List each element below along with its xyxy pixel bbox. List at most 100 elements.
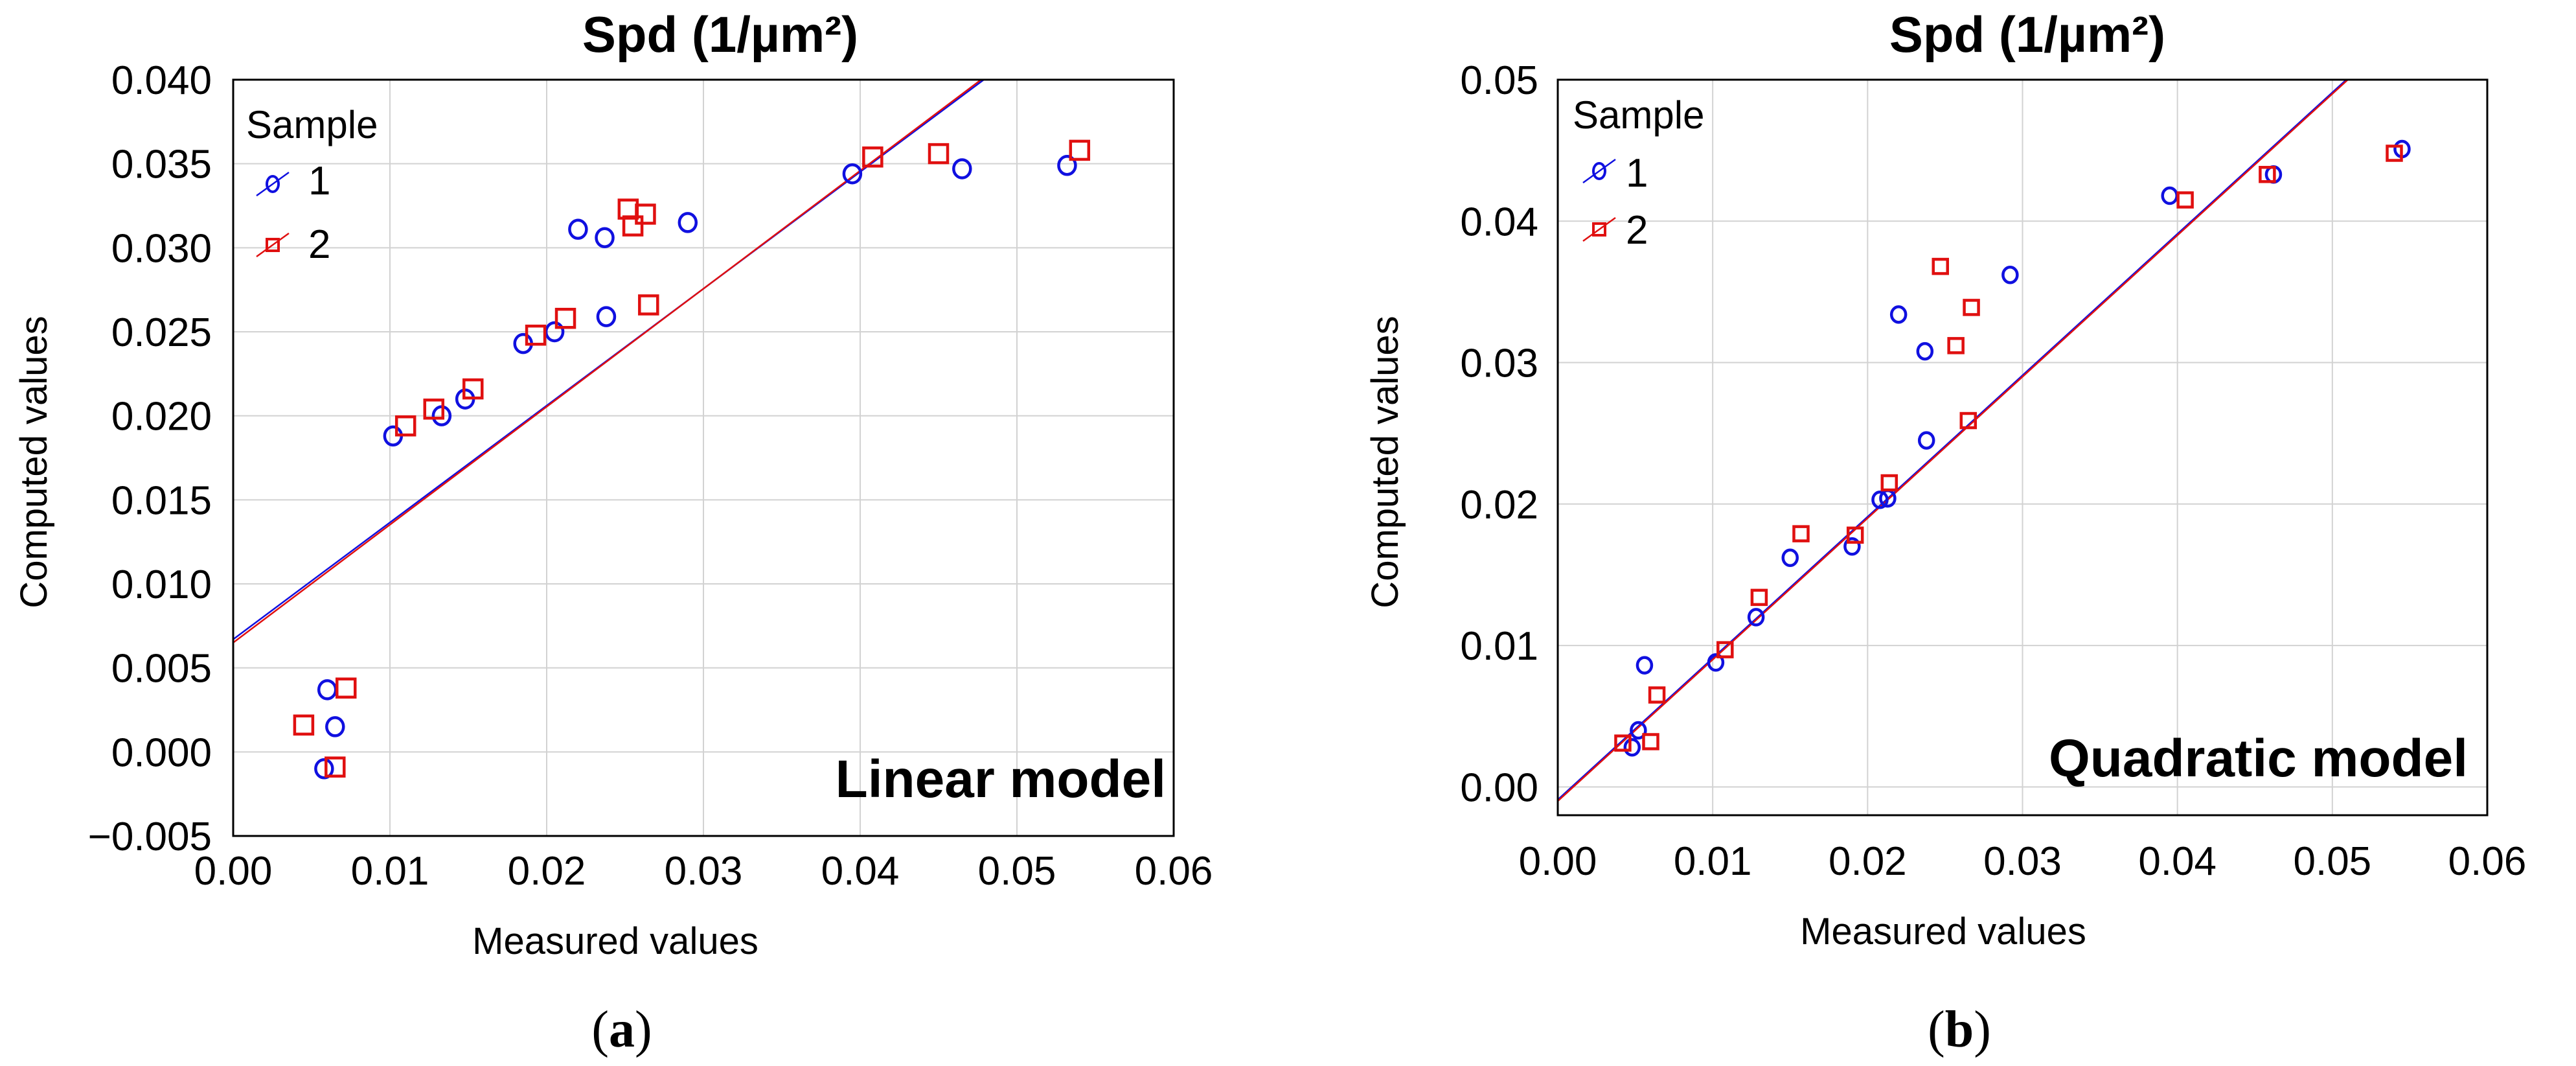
legend-marker-2-b [1592, 222, 1606, 237]
y-tick-label: 0.030 [111, 226, 212, 271]
y-tick-labels-b: 0.00 0.01 0.02 0.03 0.04 0.05 [1460, 58, 1538, 810]
chart-title-a: Spd (1/µm²) [582, 6, 858, 63]
data-point-series-1 [1636, 656, 1654, 675]
y-tick-label: 0.03 [1460, 342, 1538, 386]
caption-b-label: b [1945, 1001, 1974, 1058]
grid-a [233, 80, 1174, 836]
y-tick-label: 0.04 [1460, 200, 1538, 244]
fit-line-series-2 [233, 79, 982, 643]
legend-title-b: Sample [1573, 93, 1704, 137]
data-points-b [1614, 139, 2411, 757]
data-point-series-1 [1889, 305, 1908, 324]
data-point-series-2 [1846, 526, 1864, 544]
data-point-series-2 [2176, 191, 2194, 209]
x-tick-label: 0.02 [1829, 839, 1907, 884]
y-tick-label: 0.000 [111, 730, 212, 775]
x-tick-label: 0.00 [1519, 839, 1597, 884]
fit-line-series-1 [1557, 79, 2347, 800]
data-point-series-1 [842, 163, 863, 185]
data-point-series-2 [862, 146, 883, 168]
legend-label-1-b: 1 [1626, 151, 1648, 196]
legend-line-2-a [256, 232, 290, 258]
y-tick-label: 0.015 [111, 478, 212, 523]
x-tick-labels-b: 0.00 0.01 0.02 0.03 0.04 0.05 0.06 [1519, 839, 2527, 884]
data-point-series-2 [1716, 641, 1734, 658]
data-point-series-1 [1871, 491, 1889, 509]
data-point-series-1 [317, 679, 337, 701]
data-point-series-2 [293, 714, 315, 736]
legend-marker-1-a [266, 175, 280, 193]
data-point-series-2 [1614, 734, 1632, 752]
fit-line-series-2 [1557, 79, 2349, 802]
data-point-series-2 [635, 203, 656, 225]
x-tick-label: 0.05 [2293, 839, 2371, 884]
x-tick-label: 0.03 [1983, 839, 2062, 884]
caption-a: (a) [591, 1001, 652, 1058]
x-tick-labels-a: 0.00 0.01 0.02 0.03 0.04 0.05 0.06 [194, 849, 1213, 894]
legend-label-2-b: 2 [1626, 208, 1648, 253]
data-point-series-2 [1642, 733, 1659, 750]
x-tick-label: 0.05 [978, 849, 1056, 894]
data-point-series-2 [525, 324, 547, 346]
x-tick-label: 0.02 [508, 849, 586, 894]
caption-b: (b) [1928, 1001, 1991, 1058]
data-point-series-1 [1623, 737, 1641, 757]
y-tick-labels-a: −0.005 0.000 0.005 0.010 0.015 0.020 0.025 0.03… [88, 58, 212, 859]
data-point-series-2 [928, 143, 950, 165]
y-tick-label: 0.01 [1460, 624, 1538, 669]
legend-line-1-b [1582, 158, 1616, 184]
fit-lines-b [1557, 79, 2349, 802]
data-point-series-2 [622, 215, 644, 237]
data-point-series-2 [423, 399, 445, 420]
y-tick-label: 0.035 [111, 143, 212, 187]
data-point-series-2 [1880, 474, 1898, 492]
legend-a: Sample 1 2 [246, 103, 378, 267]
y-tick-label: 0.025 [111, 310, 212, 355]
y-tick-label: 0.05 [1460, 58, 1538, 103]
data-point-series-2 [1792, 525, 1810, 542]
x-tick-label: 0.06 [2448, 839, 2527, 884]
x-tick-label: 0.00 [194, 849, 273, 894]
grid-b [1558, 80, 2487, 815]
data-point-series-2 [1959, 411, 1978, 430]
data-points-a [293, 139, 1091, 780]
x-tick-label: 0.04 [821, 849, 900, 894]
data-point-series-1 [1747, 608, 1765, 627]
legend-marker-1-b [1592, 162, 1606, 180]
data-point-series-1 [2001, 265, 2019, 284]
x-axis-label-b: Measured values [1800, 910, 2086, 953]
legend-label-2-a: 2 [308, 222, 330, 267]
data-point-series-2 [1932, 257, 1949, 275]
data-point-series-1 [1917, 431, 1935, 450]
x-tick-label: 0.04 [2138, 839, 2217, 884]
data-point-series-2 [335, 677, 357, 699]
plot-frame-b [1556, 78, 2489, 817]
legend-b: Sample 1 2 [1573, 93, 1704, 253]
x-tick-label: 0.03 [665, 849, 743, 894]
data-point-series-1 [1843, 537, 1861, 556]
x-tick-label: 0.01 [351, 849, 429, 894]
chart-panel-a: Spd (1/µm²) 0.00 0.01 0.02 0.03 0.04 0.05 0.06… [13, 6, 1213, 962]
data-point-series-2 [1648, 686, 1666, 704]
data-point-series-2 [554, 308, 576, 329]
model-annotation-b: Quadratic model [2049, 729, 2468, 788]
legend-line-2-b [1582, 216, 1616, 242]
data-point-series-2 [394, 415, 416, 437]
data-point-series-1 [314, 758, 334, 780]
data-point-series-1 [952, 158, 972, 180]
x-tick-label: 0.06 [1135, 849, 1213, 894]
y-tick-label: 0.040 [111, 58, 212, 103]
data-point-series-1 [1781, 548, 1799, 567]
legend-title-a: Sample [246, 103, 378, 146]
data-point-series-1 [595, 227, 615, 249]
model-annotation-a: Linear model [836, 750, 1166, 809]
legend-line-1-a [256, 171, 290, 197]
data-point-series-1 [568, 218, 588, 240]
data-point-series-2 [2259, 165, 2276, 183]
legend-label-1-a: 1 [308, 159, 330, 203]
y-tick-label: 0.00 [1460, 765, 1538, 810]
data-point-series-1 [325, 716, 345, 737]
x-axis-label-a: Measured values [472, 920, 758, 962]
data-point-series-1 [1630, 721, 1647, 740]
